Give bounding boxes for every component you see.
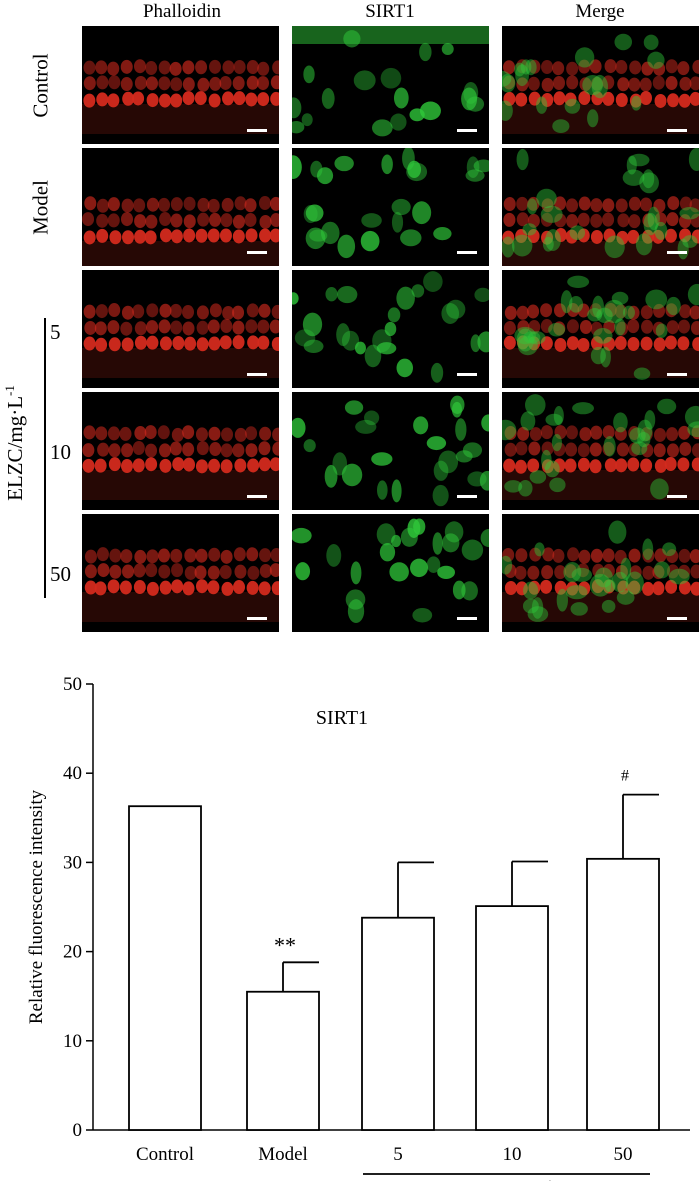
scale-bar [457,251,477,254]
scale-bar [667,617,687,620]
scale-bar [247,495,267,498]
micrograph-sirt1-10 [292,392,489,510]
group-label-exponent: -1 [2,385,17,396]
scale-bar [667,495,687,498]
micrograph-merge-10 [502,392,699,510]
y-tick-label: 40 [63,763,82,784]
row-label-dose-10: 10 [50,440,71,464]
micrograph-merge-model [502,148,699,266]
x-tick-label-10: 10 [503,1144,522,1165]
micrograph-phalloidin-5 [82,270,279,388]
micrograph-sirt1-control [292,26,489,144]
y-tick-label: 30 [63,852,82,873]
micrograph-phalloidin-model [82,148,279,266]
x-tick-label-5: 5 [393,1144,403,1165]
micrograph-phalloidin-10 [82,392,279,510]
y-axis-label: Relative fluorescence intensity [26,789,47,1024]
row-label-dose-50: 50 [50,562,71,586]
scale-bar [667,129,687,132]
group-label-text: ELZC/mg·L [3,395,27,501]
x-tick-label-control: Control [136,1144,194,1165]
micrograph-phalloidin-50 [82,514,279,632]
x-tick-label-50: 50 [614,1144,633,1165]
column-header-sirt1: SIRT1 [365,1,415,22]
y-tick-label: 10 [63,1031,82,1052]
micrograph-merge-control [502,26,699,144]
group-label: ELZC/mg·L-1 [2,378,28,508]
y-tick-label: 20 [63,942,82,963]
y-tick-label: 0 [73,1120,83,1141]
micrograph-sirt1-50 [292,514,489,632]
bar-5 [361,916,435,1131]
micrograph-sirt1-5 [292,270,489,388]
row-label-model: Model [28,180,53,235]
scale-bar [247,617,267,620]
micrograph-merge-5 [502,270,699,388]
bar-control [128,805,202,1131]
micrograph-sirt1-model [292,148,489,266]
column-header-merge: Merge [575,1,625,22]
micrograph-merge-50 [502,514,699,632]
bar-50 [586,857,660,1131]
micrograph-phalloidin-control [82,26,279,144]
scale-bar [667,373,687,376]
scale-bar [247,129,267,132]
significance-marker: ** [274,932,296,957]
bar-10 [475,905,549,1131]
group-bracket-line [44,318,46,598]
row-label-control: Control [28,53,53,118]
significance-marker: # [621,768,629,785]
scale-bar [247,373,267,376]
x-axis-label-exponent: -1 [542,1177,553,1181]
chart-title: SIRT1 [316,707,368,729]
x-tick-label-model: Model [258,1144,308,1165]
row-label-dose-5: 5 [50,320,61,344]
bar-model [246,990,320,1131]
scale-bar [667,251,687,254]
scale-bar [247,251,267,254]
scale-bar [457,129,477,132]
scale-bar [457,373,477,376]
x-axis-label: ELZC/mg·L-1 [447,1177,553,1181]
scale-bar [457,495,477,498]
y-tick-label: 50 [63,674,82,695]
scale-bar [457,617,477,620]
column-header-phalloidin: Phalloidin [142,1,222,22]
bar-chart: 0 10 20 30 40 50 Relative fluorescence intensi… [26,674,690,1181]
